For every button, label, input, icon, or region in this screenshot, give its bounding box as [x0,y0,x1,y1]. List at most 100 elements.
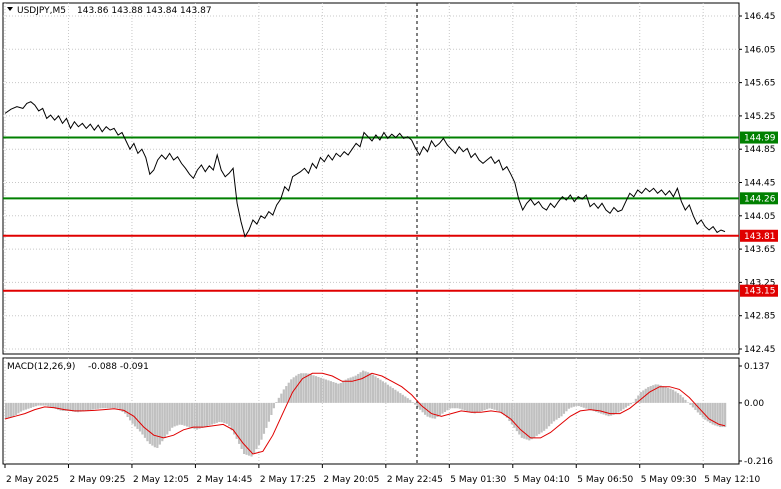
macd-bar [724,402,727,428]
macd-bar [44,402,47,406]
price-panel[interactable]: 146.45146.05145.65145.25144.85144.45144.… [2,2,778,355]
macd-bar [96,402,99,409]
macd-bar [438,402,442,416]
macd-bar [94,402,97,410]
macd-bar [76,402,80,413]
time-tick-label: 2 May 12:05 [133,475,189,485]
macd-bar [401,394,404,403]
macd-bar [290,379,293,403]
macd-bar [486,402,489,410]
macd-bar [391,388,394,403]
time-tick-label: 2 May 17:25 [260,475,316,485]
macd-bar [505,402,509,418]
macd-bar [7,402,10,419]
ohlc-values: 143.86 143.88 143.84 143.87 [77,6,212,16]
macd-bar [178,402,181,425]
macd-bar [344,379,347,403]
macd-bar [384,383,387,403]
macd-histogram [4,358,727,464]
macd-bar [322,378,325,403]
macd-bar [582,402,585,408]
macd-bar [540,402,543,433]
macd-bar [674,391,677,403]
macd-bar [495,402,499,411]
macd-bar [716,402,719,427]
macd-bar [324,379,328,403]
macd-bar [468,402,471,413]
macd-bar [188,402,191,428]
macd-bar [128,402,132,421]
macd-bar [374,376,377,403]
macd-bar [349,377,352,403]
macd-bar [557,402,561,419]
macd-panel[interactable]: 0.137 0.00 -0.216 MACD(12,26,9) -0.088 -0.… [2,357,773,467]
time-tick-label: 2 May 22:45 [387,475,443,485]
macd-bar [394,389,397,403]
macd-y-axis: 0.137 0.00 -0.216 [739,362,773,467]
macd-bar [416,402,419,408]
macd-bar [669,388,672,403]
macd-bar [317,376,320,403]
macd-bar [185,402,189,427]
macd-bar [215,402,218,423]
macd-bar [488,402,491,409]
macd-bar [458,402,461,409]
macd-bar [267,402,271,422]
time-tick-label: 5 May 04:10 [514,475,570,485]
macd-bar [190,402,194,429]
macd-bar [146,402,149,442]
macd-bar [260,402,263,440]
macd-bar [592,402,595,412]
macd-bar [684,399,687,403]
macd-bar [42,402,45,406]
macd-bar [238,402,241,444]
macd-bar [577,402,580,407]
macd-bar [9,402,13,418]
macd-bar [396,391,399,403]
macd-bar [619,402,623,411]
macd-bar [29,402,32,408]
macd-bar [565,402,568,412]
macd-bar [406,398,409,403]
macd-bar [347,378,350,403]
macd-bar [250,402,253,457]
macd-bar [711,402,714,425]
macd-bar [696,402,699,413]
macd-bar [131,402,134,424]
macd-bar [580,402,583,407]
macd-bar [257,402,261,445]
macd-bar [198,402,201,429]
symbol-label: USDJPY,M5 [17,6,66,16]
macd-bar [220,402,223,423]
level-tag-label: 143.81 [744,232,776,242]
macd-bar [218,402,221,423]
macd-bar [508,402,511,422]
macd-bar [34,402,37,407]
macd-bar [309,374,313,403]
macd-bar [691,402,694,408]
macd-bar [168,402,171,432]
macd-bar [493,402,496,410]
macd-bar [463,402,466,411]
macd-bar [235,402,238,439]
collapse-triangle-icon[interactable] [7,7,13,11]
macd-bar [490,402,494,409]
macd-bar [173,402,176,427]
time-tick-label: 2 May 2025 [6,475,59,485]
macd-bar [245,402,248,455]
macd-bar [136,402,139,429]
macd-bar [272,402,275,409]
macd-bar [255,402,258,450]
macd-bar [247,402,251,456]
macd-bar [66,402,70,411]
horizontal-levels[interactable] [3,136,739,292]
price-tick-label: 142.85 [744,312,776,322]
macd-bar [312,375,315,403]
macd-bar [466,402,469,412]
macd-values: -0.088 -0.091 [88,362,149,372]
macd-tick-label: 0.137 [744,362,770,372]
macd-bar [503,402,506,416]
price-tick-label: 144.85 [744,145,776,155]
time-tick-label: 5 May 06:50 [577,475,633,485]
